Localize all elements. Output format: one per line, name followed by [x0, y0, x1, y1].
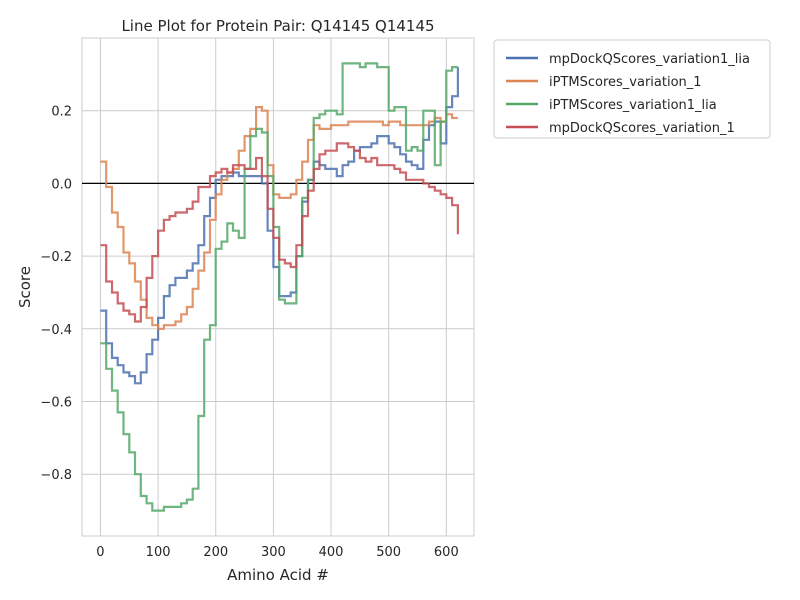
x-tick-label: 100: [146, 545, 171, 560]
y-tick-label: 0.0: [51, 177, 72, 192]
x-tick-label: 300: [261, 545, 286, 560]
series-line-2: [100, 106, 458, 330]
axis-ticks: 0 100 200 300 400 500 600 −0.8 −0.6 −0.4 −0.2 0.0 0.…: [40, 105, 458, 560]
grid-lines: [82, 38, 474, 536]
series-line-3: [100, 62, 458, 512]
y-tick-label: −0.2: [40, 250, 72, 265]
legend-box: [493, 39, 771, 139]
x-tick-label: 0: [96, 545, 104, 560]
y-tick-label: −0.6: [40, 396, 72, 411]
series-line-4: [100, 142, 459, 323]
y-tick-label: 0.2: [51, 105, 72, 120]
legend: mpDockQScores_variation1_lia iPTMScores_v…: [493, 39, 771, 139]
series-lines: [100, 62, 459, 512]
x-tick-label: 500: [376, 545, 401, 560]
x-tick-label: 400: [319, 545, 344, 560]
x-axis-title: Amino Acid #: [227, 566, 329, 584]
x-tick-label: 600: [434, 545, 459, 560]
y-axis-title: Score: [16, 266, 34, 308]
y-tick-label: −0.8: [40, 468, 72, 483]
y-tick-label: −0.4: [40, 323, 72, 338]
legend-label: iPTMScores_variation1_lia: [549, 98, 717, 113]
chart-title: Line Plot for Protein Pair: Q14145 Q1414…: [121, 17, 434, 35]
x-tick-label: 200: [203, 545, 228, 560]
legend-label: mpDockQScores_variation1_lia: [549, 52, 750, 67]
series-line-1: [100, 67, 459, 385]
legend-label: mpDockQScores_variation_1: [549, 121, 735, 136]
legend-label: iPTMScores_variation_1: [549, 75, 702, 90]
